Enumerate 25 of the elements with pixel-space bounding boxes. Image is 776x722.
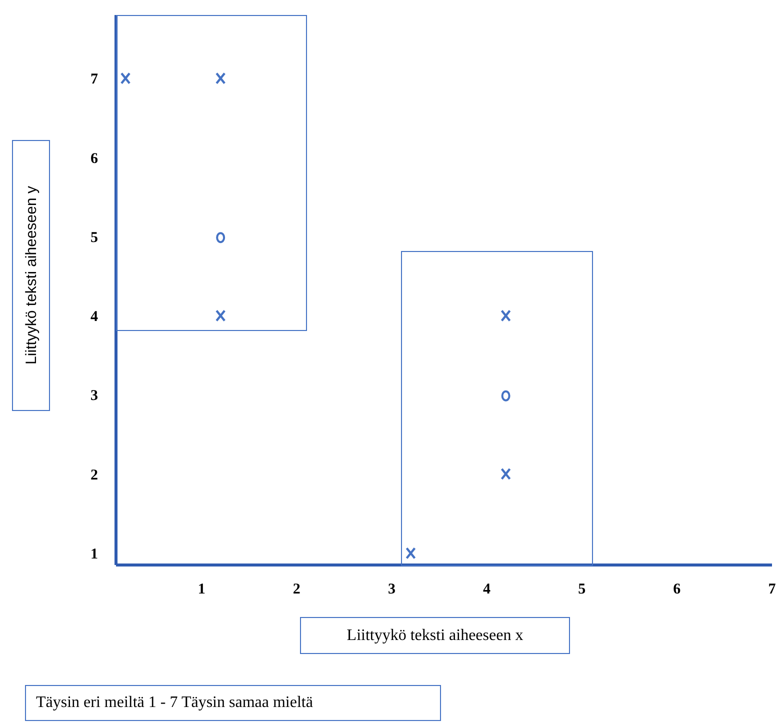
point [215,310,226,322]
point [500,310,511,322]
point [500,468,511,480]
point [501,390,510,402]
y-tick-label: 1 [90,546,98,562]
x-tick-label: 2 [292,582,300,598]
x-tick-label: 7 [768,582,776,598]
y-tick-label: 3 [90,388,98,404]
y-tick-label: 7 [90,72,98,88]
text: Täysin eri meiltä 1 - 7 Täysin samaa mieltä [25,685,441,721]
x-tick-label: 1 [198,582,206,598]
y-tick-label: 2 [90,467,98,484]
x-tick-label: 6 [673,582,682,598]
x-tick-label: 3 [388,582,396,598]
point [120,72,131,84]
point [406,547,416,560]
x-axis-title: Liittyykö teksti aiheeseen x [300,617,570,654]
x-tick-label: 4 [483,582,492,598]
point [216,232,226,244]
y-tick-label: 5 [90,230,98,246]
y-tick-label: 6 [90,150,98,167]
y-tick-label: 4 [90,309,98,326]
y-axis-title: Liittyykö teksti aiheeseen y [22,186,40,365]
x-tick-label: 5 [578,582,586,598]
point [215,72,226,84]
